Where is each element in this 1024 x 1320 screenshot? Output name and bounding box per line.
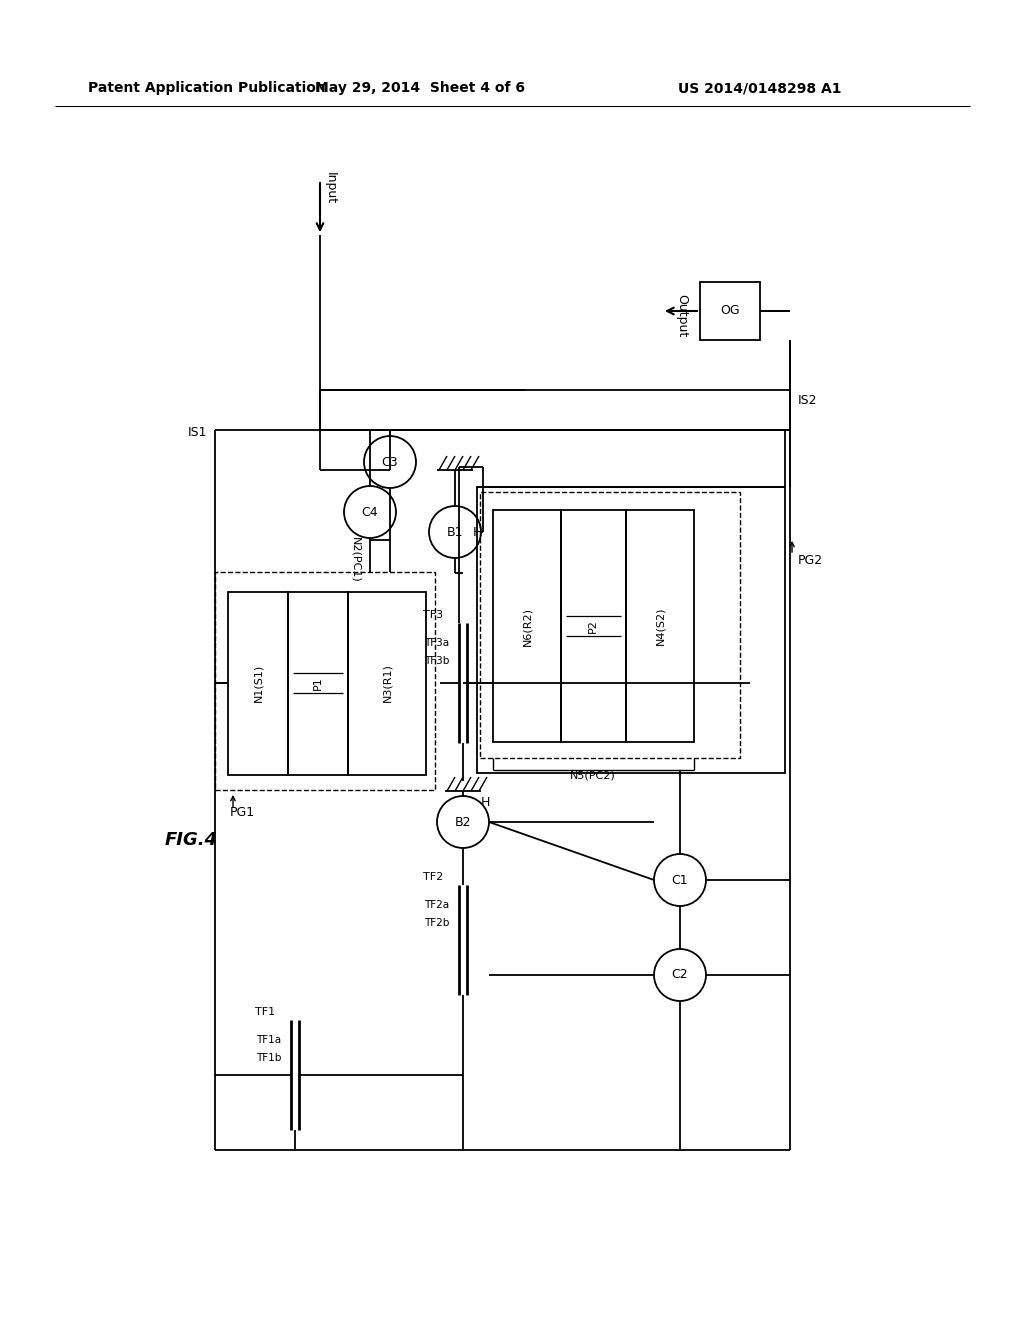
Text: B1: B1 [446,525,463,539]
Text: May 29, 2014  Sheet 4 of 6: May 29, 2014 Sheet 4 of 6 [315,81,525,95]
Bar [477,487,785,774]
Text: TF2b: TF2b [424,917,449,928]
Bar [700,282,760,341]
Bar [493,510,561,742]
Text: N1(S1): N1(S1) [253,664,263,702]
Text: TF1: TF1 [255,1007,275,1016]
Bar [480,492,740,758]
Bar [626,510,694,742]
Text: TF3b: TF3b [424,656,449,667]
Text: B2: B2 [455,816,471,829]
Bar [215,572,435,789]
Text: N5(PC2): N5(PC2) [570,771,615,781]
Text: PG2: PG2 [798,553,823,566]
Text: TF2a: TF2a [424,900,449,909]
Text: C3: C3 [382,455,398,469]
Text: P2: P2 [588,619,598,632]
Bar [348,591,426,775]
Text: TF1b: TF1b [256,1053,281,1063]
Text: H: H [481,796,490,809]
Text: TF2: TF2 [423,873,443,882]
Text: TF1a: TF1a [256,1035,281,1045]
Text: N6(R2): N6(R2) [522,606,532,645]
Text: TF3a: TF3a [424,638,449,648]
Text: PG1: PG1 [230,805,255,818]
Text: C1: C1 [672,874,688,887]
Bar [288,591,348,775]
Text: Input: Input [324,172,337,205]
Bar [561,510,626,742]
Text: Patent Application Publication: Patent Application Publication [88,81,326,95]
Text: OG: OG [720,305,739,318]
Text: N4(S2): N4(S2) [655,607,665,645]
Text: Output: Output [675,294,688,338]
Text: IS2: IS2 [798,393,817,407]
Text: C4: C4 [361,506,378,519]
Text: US 2014/0148298 A1: US 2014/0148298 A1 [678,81,842,95]
Text: N2(PC1): N2(PC1) [350,537,360,583]
Text: P1: P1 [313,676,323,690]
Text: FIG.4: FIG.4 [165,832,218,849]
Text: TF3: TF3 [423,610,443,620]
Text: H: H [473,525,482,539]
Text: C2: C2 [672,969,688,982]
Text: IS1: IS1 [187,425,207,438]
Bar [228,591,288,775]
Text: N3(R1): N3(R1) [382,664,392,702]
